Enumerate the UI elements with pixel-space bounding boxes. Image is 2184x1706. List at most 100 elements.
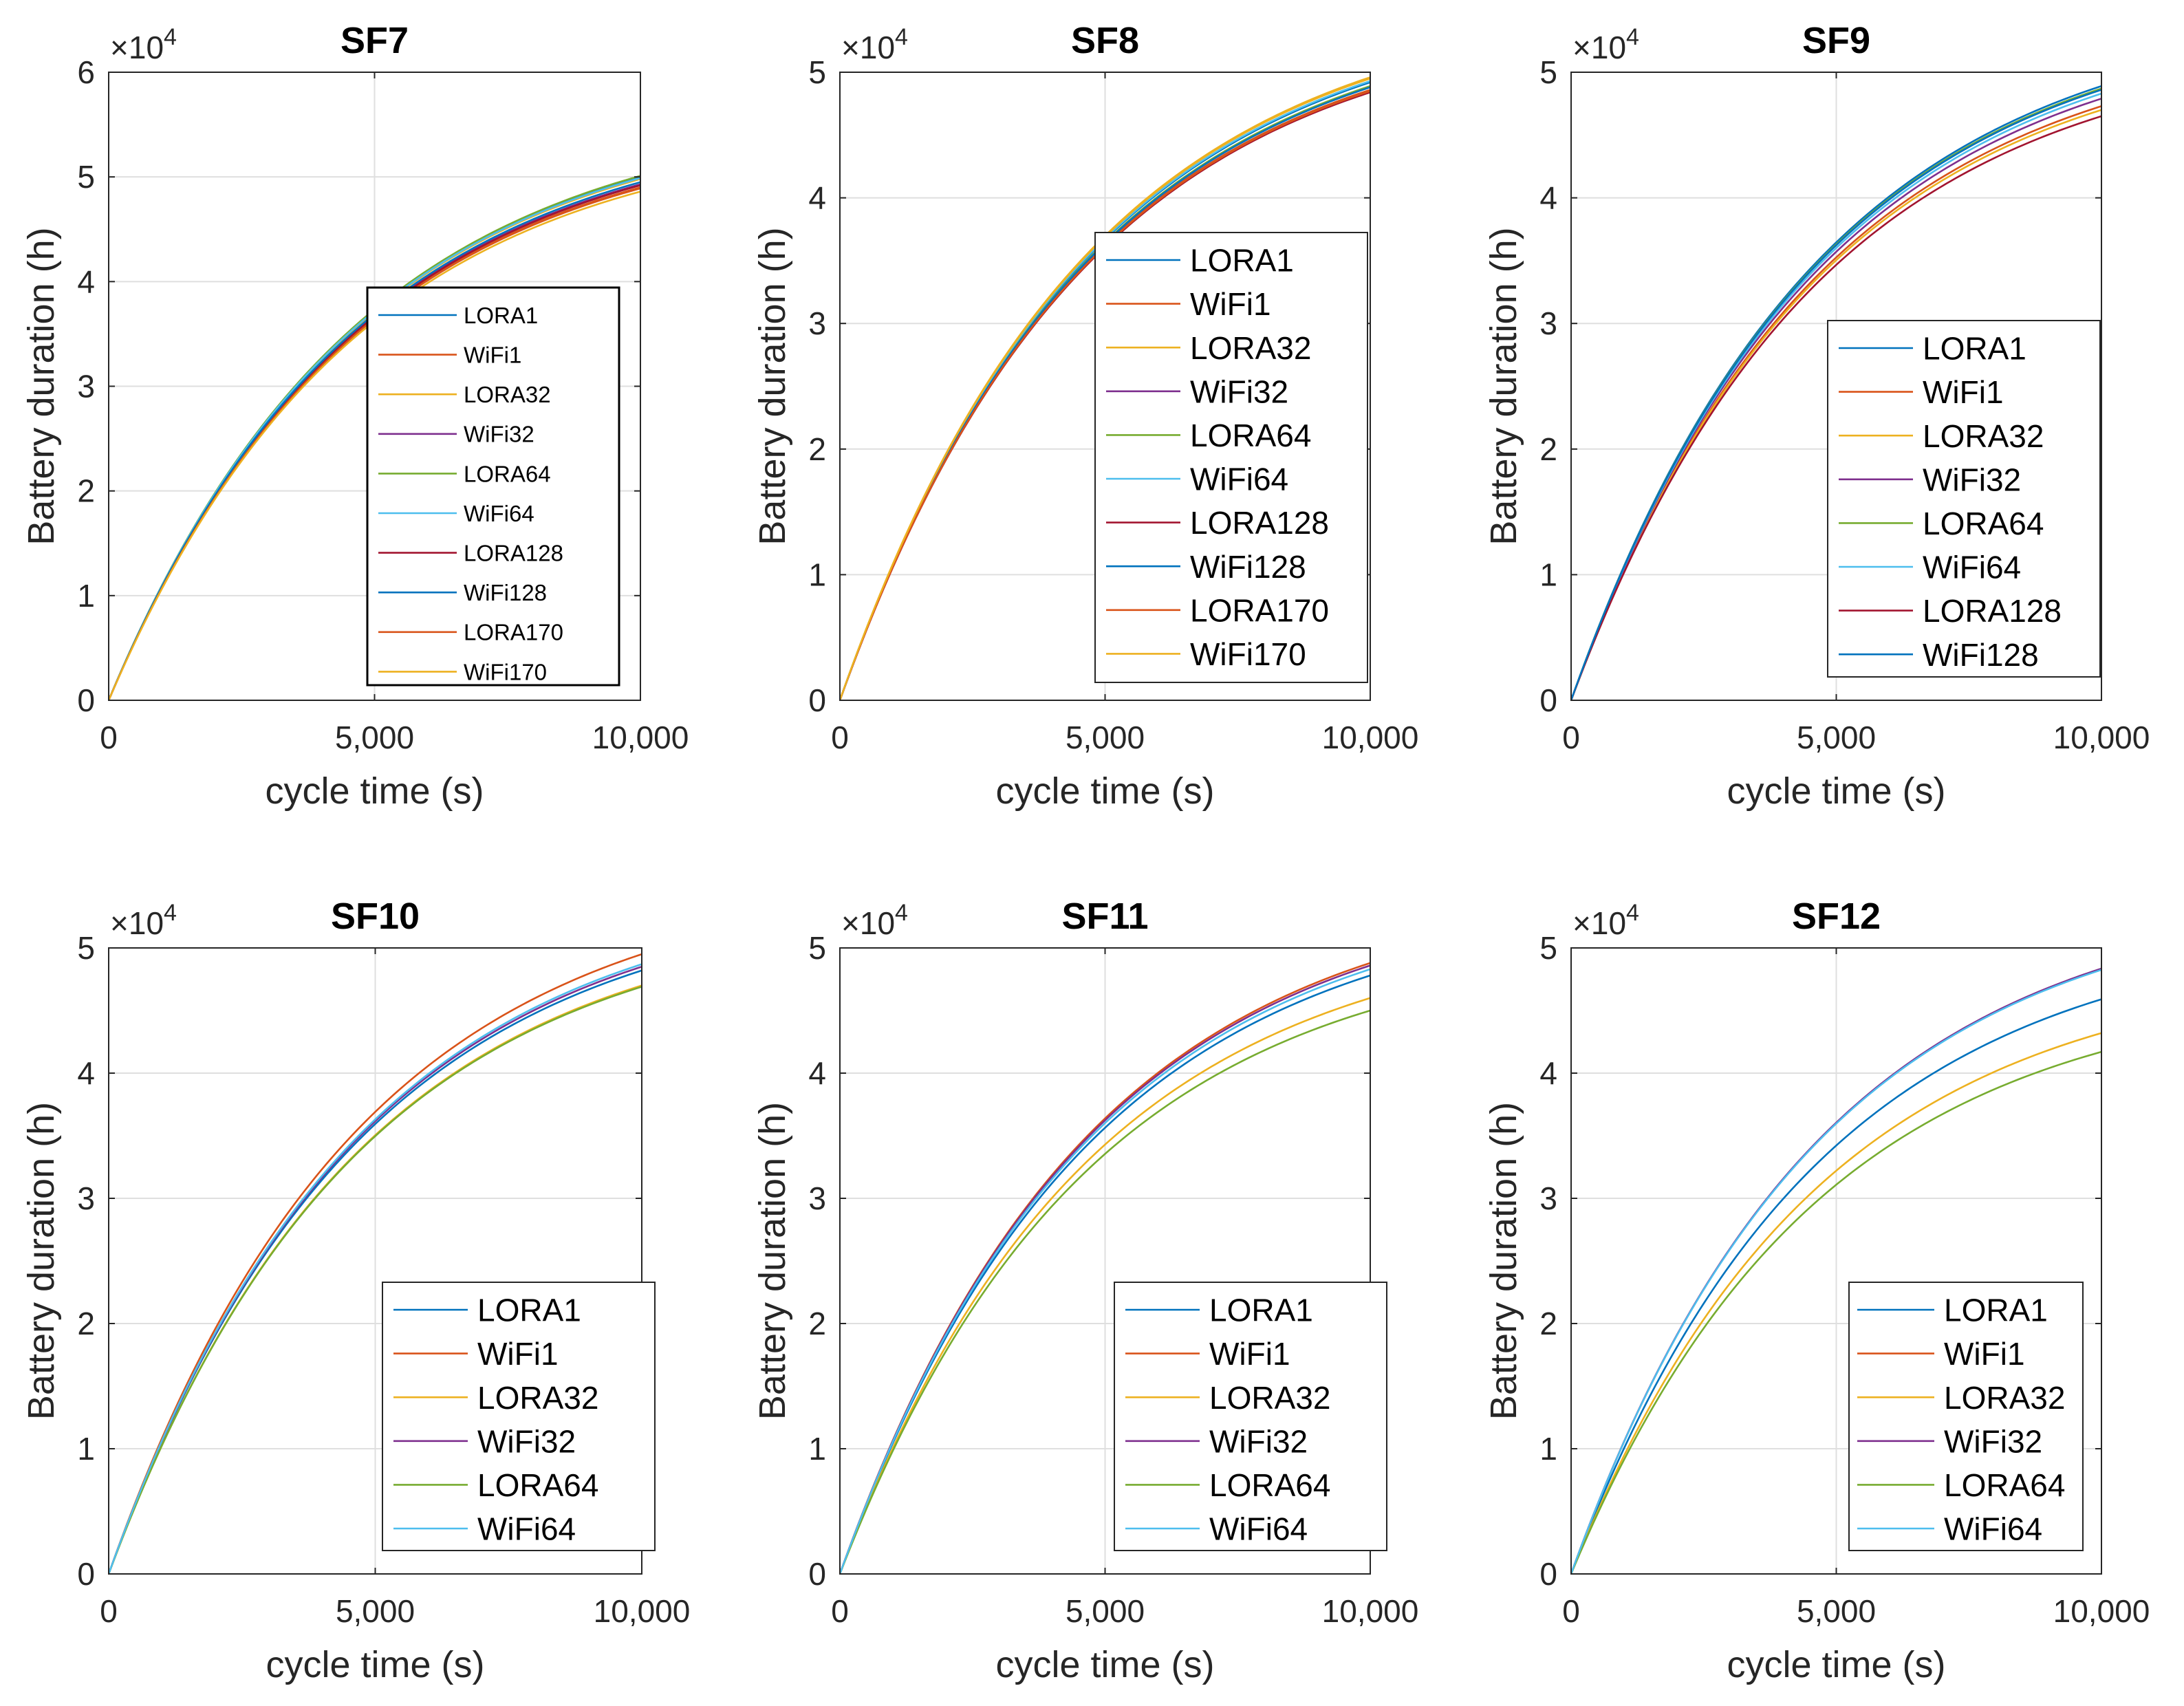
y-tick-label: 3 (808, 1180, 826, 1216)
x-axis-label: cycle time (s) (995, 1644, 1214, 1685)
legend-label-wifi128: WiFi128 (1923, 637, 2039, 673)
y-tick-label: 1 (77, 578, 95, 614)
x-tick-label: 5,000 (1797, 1593, 1876, 1629)
legend-label-lora64: LORA64 (477, 1467, 598, 1503)
y-tick-label: 3 (1539, 305, 1557, 341)
y-axis-label: Battery duration (h) (752, 1102, 793, 1420)
legend-label-lora64: LORA64 (1944, 1467, 2065, 1503)
series-line-wifi1 (109, 953, 642, 1574)
legend: LORA1 WiFi1 LORA32 WiFi32 LORA64 WiFi64 LORA12… (1094, 232, 1368, 683)
legend-label-lora32: LORA32 (464, 382, 551, 407)
y-tick-label: 2 (808, 431, 826, 467)
exponent-power: 4 (164, 900, 177, 926)
legend-label-lora64: LORA64 (1923, 506, 2044, 541)
x-tick-label: 0 (831, 1593, 849, 1629)
x-axis-label: cycle time (s) (265, 770, 484, 812)
legend-label-lora1: LORA1 (1944, 1293, 2048, 1328)
y-tick-label: 0 (808, 682, 826, 718)
legend-label-wifi64: WiFi64 (1923, 550, 2021, 585)
legend-label-wifi64: WiFi64 (1944, 1511, 2042, 1547)
y-tick-label: 0 (77, 682, 95, 718)
y-tick-label: 0 (1539, 682, 1557, 718)
legend-label-lora32: LORA32 (477, 1380, 598, 1416)
y-exponent-label: ×104 (1572, 24, 1639, 65)
legend-label-lora170: LORA170 (464, 620, 563, 645)
legend-label-wifi32: WiFi32 (1209, 1423, 1308, 1459)
legend-label-lora32: LORA32 (1944, 1380, 2065, 1416)
x-tick-label: 0 (1562, 1593, 1580, 1629)
y-exponent-label: ×104 (1572, 900, 1639, 941)
legend-label-lora1: LORA1 (464, 303, 538, 328)
legend-label-lora128: LORA128 (464, 540, 563, 565)
y-tick-label: 4 (77, 263, 95, 299)
y-tick-label: 1 (77, 1431, 95, 1467)
legend-box (1848, 1282, 2084, 1551)
chart-title: SF9 (1802, 20, 1870, 61)
legend-label-wifi64: WiFi64 (464, 501, 534, 526)
x-tick-label: 10,000 (2053, 1593, 2150, 1629)
series-line-lora1 (1571, 998, 2101, 1574)
legend-label-lora32: LORA32 (1209, 1380, 1330, 1416)
y-tick-label: 5 (808, 930, 826, 966)
legend: LORA1 WiFi1 LORA32 WiFi32 LORA64 WiFi64 LORA12… (366, 286, 620, 687)
y-tick-label: 1 (808, 557, 826, 592)
series-lines (840, 962, 1370, 1574)
y-tick-label: 0 (1539, 1556, 1557, 1592)
series-line-lora32 (1571, 1032, 2101, 1574)
series-line-lora64 (1571, 1050, 2101, 1574)
series-line-wifi64 (109, 963, 642, 1574)
exponent-power: 4 (164, 24, 177, 50)
y-tick-label: 0 (77, 1556, 95, 1592)
legend-label-lora170: LORA170 (1190, 592, 1329, 628)
legend: LORA1 WiFi1 LORA32 WiFi32 LORA64 WiFi64 (1848, 1282, 2084, 1551)
y-tick-label: 1 (1539, 1431, 1557, 1467)
chart-title: SF10 (331, 896, 420, 937)
legend-label-lora32: LORA32 (1923, 418, 2044, 454)
legend-box (382, 1282, 656, 1551)
x-tick-label: 10,000 (2053, 720, 2150, 755)
legend-label-wifi32: WiFi32 (477, 1423, 576, 1459)
x-axis-label: cycle time (s) (995, 770, 1214, 812)
y-tick-label: 4 (808, 180, 826, 216)
legend-label-lora64: LORA64 (1209, 1467, 1330, 1503)
y-tick-label: 2 (1539, 1306, 1557, 1341)
y-axis-label: Battery duration (h) (21, 227, 62, 545)
legend-label-wifi1: WiFi1 (477, 1336, 559, 1372)
series-line-lora1 (840, 974, 1370, 1574)
y-tick-label: 3 (77, 1180, 95, 1216)
y-tick-label: 3 (77, 369, 95, 404)
y-tick-label: 5 (808, 54, 826, 90)
x-tick-label: 0 (831, 720, 849, 755)
legend-box (1114, 1282, 1387, 1551)
legend-label-lora32: LORA32 (1190, 330, 1311, 366)
x-tick-label: 5,000 (1797, 720, 1876, 755)
series-lines (1571, 967, 2101, 1574)
y-exponent-label: ×104 (841, 900, 908, 941)
legend-label-wifi32: WiFi32 (1944, 1423, 2042, 1459)
y-tick-label: 2 (1539, 431, 1557, 467)
y-tick-label: 5 (77, 159, 95, 195)
legend-label-lora1: LORA1 (1923, 331, 2026, 367)
x-tick-label: 10,000 (1322, 720, 1419, 755)
series-lines (109, 953, 642, 1574)
x-tick-label: 10,000 (1322, 1593, 1419, 1629)
y-tick-label: 5 (1539, 930, 1557, 966)
x-tick-label: 5,000 (336, 1593, 415, 1629)
exponent-base: ×10 (110, 905, 164, 941)
y-axis-label: Battery duration (h) (21, 1102, 62, 1420)
exponent-base: ×10 (1572, 905, 1626, 941)
legend-label-wifi1: WiFi1 (464, 342, 521, 367)
y-tick-label: 0 (808, 1556, 826, 1592)
legend-label-lora128: LORA128 (1923, 593, 2062, 629)
y-axis-label: Battery duration (h) (1483, 227, 1524, 545)
y-exponent-label: ×104 (841, 24, 908, 65)
x-tick-label: 5,000 (1066, 720, 1145, 755)
legend-label-wifi1: WiFi1 (1923, 374, 2004, 410)
y-tick-label: 6 (77, 54, 95, 90)
